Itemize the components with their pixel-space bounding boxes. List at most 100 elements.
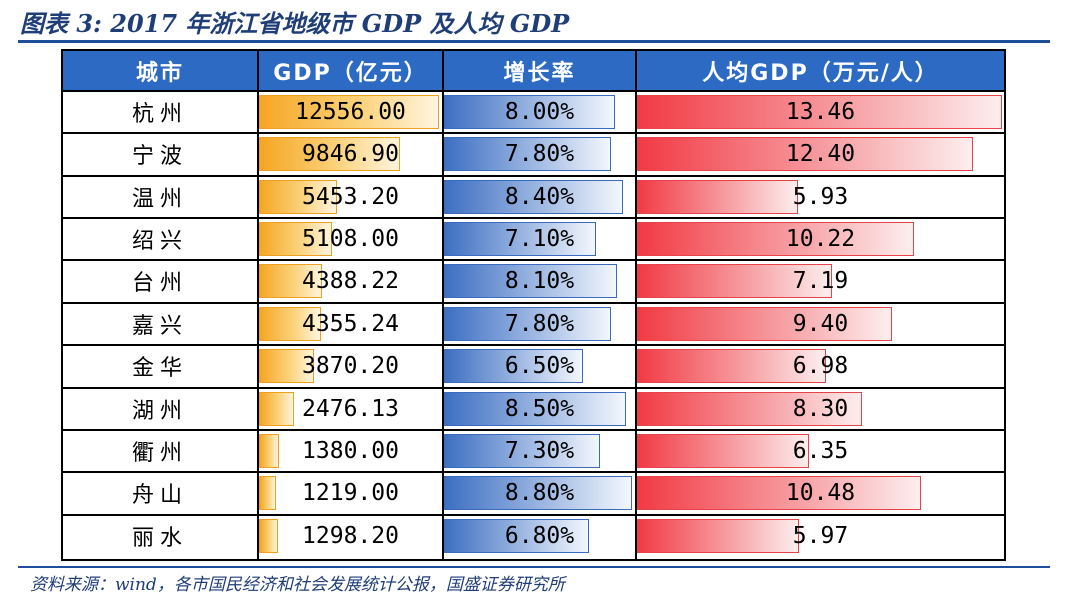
column-divider [257,51,259,559]
row-divider [63,344,1004,347]
growth-value: 8.40% [504,183,575,210]
per-capita-bar [637,137,974,172]
per-capita-value: 6.98 [792,353,849,380]
table-row: 舟山 1219.00 8.80% 10.48 [63,472,1004,514]
table-row: 嘉兴 4355.24 7.80% 9.40 [63,303,1004,345]
gdp-bar [259,95,439,129]
gdp-value: 4388.22 [302,268,399,295]
growth-value: 8.00% [504,99,575,125]
gdp-value: 1298.20 [302,522,399,549]
table-row: 湖州 2476.13 8.50% 8.30 [63,388,1004,430]
row-divider [63,428,1004,431]
column-divider [635,51,637,559]
growth-bar [444,306,611,341]
growth-value: 8.80% [504,480,575,507]
gdp-value: 9846.90 [302,141,399,168]
gdp-value: 1380.00 [302,437,399,464]
gdp-value: 1219.00 [302,480,399,507]
row-divider [63,513,1004,516]
growth-bar [444,222,596,257]
growth-value: 7.80% [504,141,575,168]
city-name: 湖州 [131,398,188,424]
per-capita-value: 12.40 [785,141,856,168]
gdp-bar [259,264,322,299]
gdp-bar [259,306,322,341]
per-capita-bar [637,476,922,511]
gdp-value: 5108.00 [302,226,399,253]
row-divider [63,132,1004,135]
table-row: 宁波 9846.90 7.80% 12.40 [63,133,1004,175]
header-growth: 增长率 [503,61,576,86]
row-divider [63,217,1004,220]
table-header: 城市 GDP（亿元） 增长率 人均GDP（万元/人） [63,51,1004,91]
growth-value: 6.50% [504,353,575,380]
growth-bar [444,433,600,468]
gdp-bar [259,222,333,257]
growth-bar [444,264,618,299]
growth-bar [444,179,624,214]
per-capita-value: 5.97 [792,522,849,549]
header-gdp: GDP（亿元） [273,61,428,86]
growth-value: 8.50% [504,395,575,422]
gdp-value: 3870.20 [302,353,399,380]
row-divider [63,90,1004,92]
per-capita-value: 13.46 [785,99,856,125]
gdp-bar [259,476,277,511]
per-capita-value: 6.35 [792,437,849,464]
gdp-bar [259,349,315,384]
per-capita-bar [637,95,1002,129]
row-divider [63,471,1004,474]
gdp-bar [259,433,279,468]
city-name: 台州 [131,271,188,297]
per-capita-value: 8.30 [792,395,849,422]
per-capita-value: 10.22 [785,226,856,253]
per-capita-bar [637,179,798,214]
city-name: 衢州 [131,440,188,466]
table-row: 温州 5453.20 8.40% 5.93 [63,176,1004,218]
per-capita-bar [637,518,799,553]
gdp-value: 4355.24 [302,310,399,337]
per-capita-value: 9.40 [792,310,849,337]
gdp-bar [259,391,295,426]
city-name: 金华 [131,356,188,382]
per-capita-bar [637,433,810,468]
city-name: 嘉兴 [131,313,188,339]
city-name: 杭州 [131,102,188,127]
per-capita-value: 10.48 [785,480,856,507]
per-capita-bar [637,264,832,299]
per-capita-bar [637,222,915,257]
gdp-bar [259,518,278,553]
growth-bar [444,518,590,553]
per-capita-value: 5.93 [792,183,849,210]
gdp-value: 2476.13 [302,395,399,422]
per-capita-bar [637,349,827,384]
column-divider [442,51,444,559]
growth-value: 8.10% [504,268,575,295]
row-divider [63,301,1004,304]
table-row: 台州 4388.22 8.10% 7.19 [63,260,1004,302]
gdp-value: 5453.20 [302,183,399,210]
table-row: 绍兴 5108.00 7.10% 10.22 [63,218,1004,260]
city-name: 丽水 [131,525,188,551]
per-capita-value: 7.19 [792,268,849,295]
table-row: 金华 3870.20 6.50% 6.98 [63,345,1004,387]
header-per-capita: 人均GDP（万元/人） [702,61,939,86]
growth-bar [444,137,611,172]
per-capita-bar [637,391,863,426]
city-name: 温州 [131,186,188,212]
growth-bar [444,391,626,426]
per-capita-bar [637,306,892,341]
title-rule [18,40,1050,43]
gdp-bar [259,179,338,214]
row-divider [63,174,1004,177]
city-name: 宁波 [131,144,188,170]
gdp-bar [259,137,401,172]
row-divider [63,259,1004,262]
city-name: 舟山 [131,483,188,509]
growth-value: 6.80% [504,522,575,549]
growth-bar [444,349,583,384]
city-name: 绍兴 [131,229,188,255]
table-row: 衢州 1380.00 7.30% 6.35 [63,430,1004,472]
table-row: 丽水 1298.20 6.80% 5.97 [63,515,1004,557]
figure-title: 图表 3: 2017 年浙江省地级市 GDP 及人均 GDP [20,9,570,38]
